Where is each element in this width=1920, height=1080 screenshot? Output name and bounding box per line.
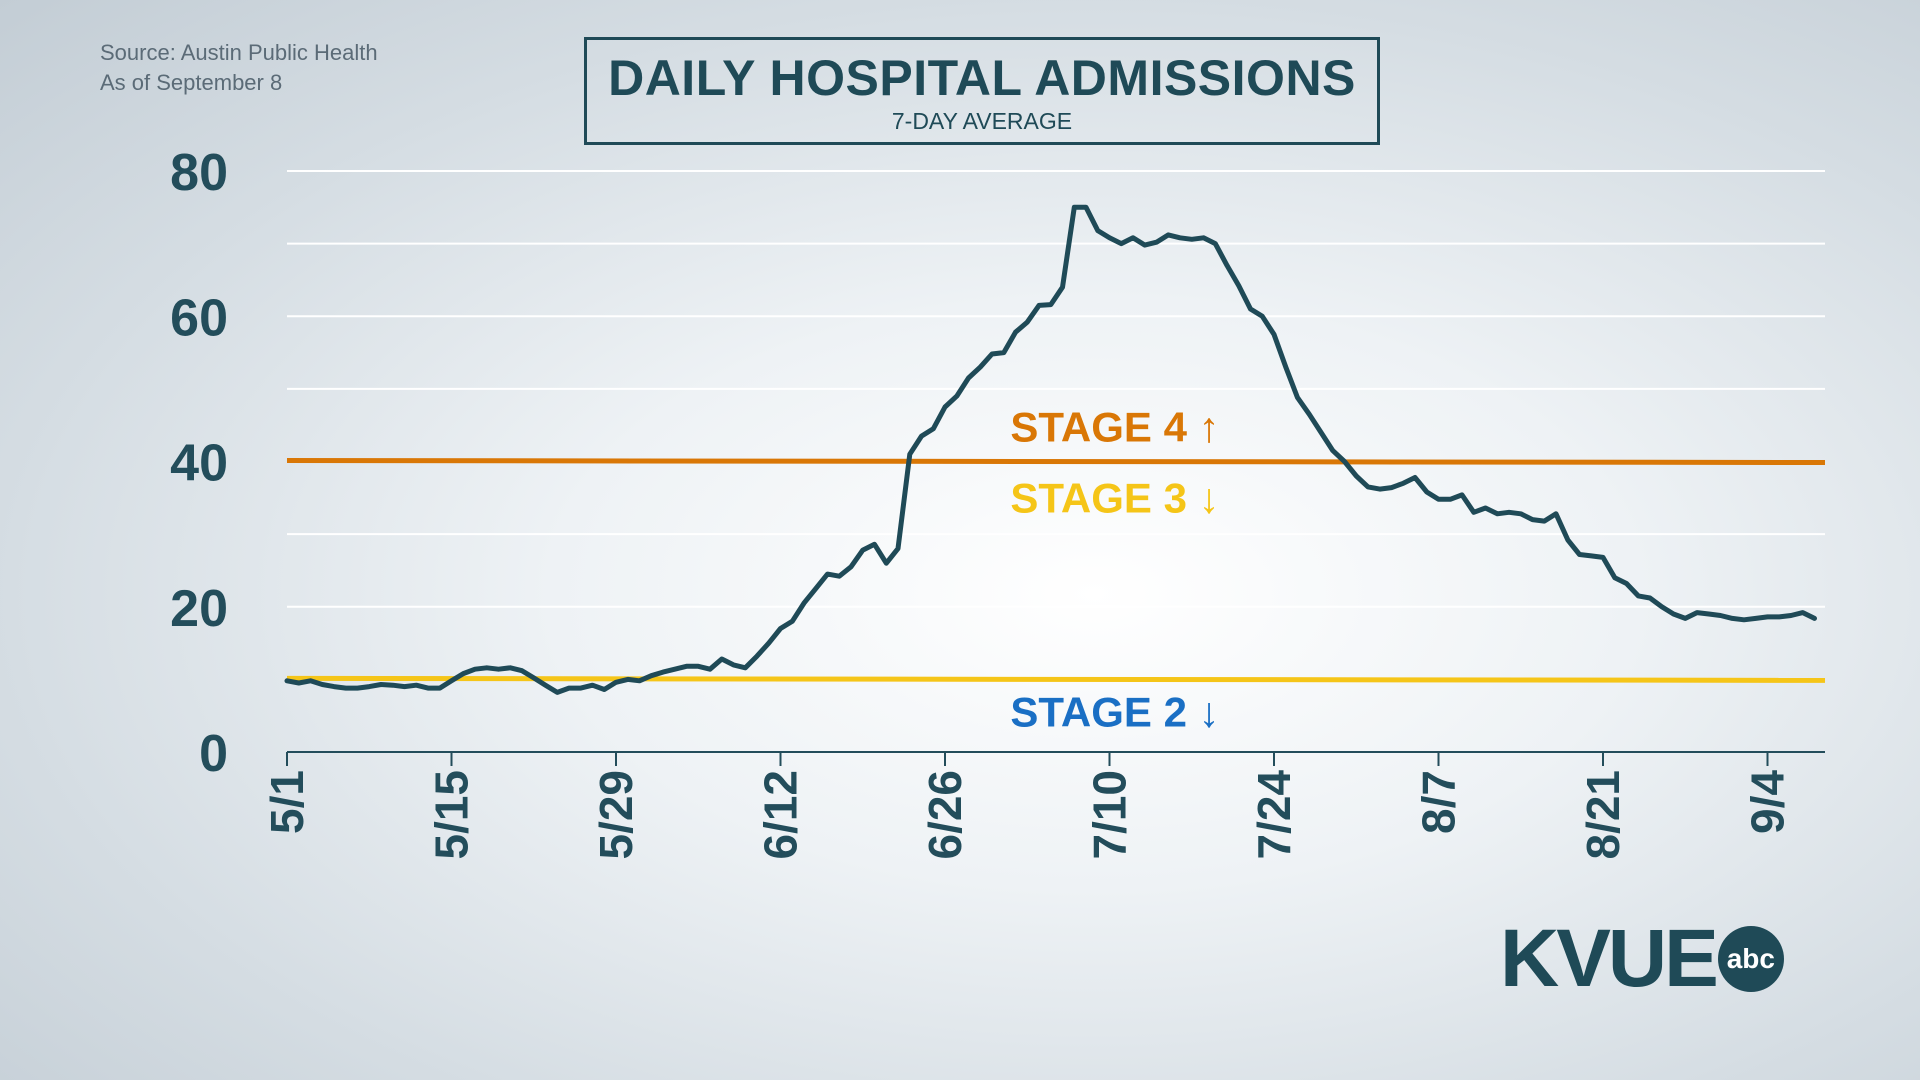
reference-lines xyxy=(286,458,1826,683)
stage-3-label: STAGE 3 ↓ xyxy=(1010,475,1219,522)
title-box: DAILY HOSPITAL ADMISSIONS 7-DAY AVERAGE xyxy=(584,37,1380,145)
y-tick-label: 40 xyxy=(170,435,228,493)
series-layer xyxy=(284,204,1817,695)
abc-badge: abc xyxy=(1717,926,1784,992)
chart-subtitle: 7-DAY AVERAGE xyxy=(891,108,1073,134)
x-tick-label: 7/10 xyxy=(1084,770,1136,860)
source-note: Source: Austin Public Health As of Septe… xyxy=(100,38,378,98)
y-axis-ticks: 0 20 40 60 80 xyxy=(170,144,228,783)
y-tick-label: 0 xyxy=(199,725,228,783)
as-of-line: As of September 8 xyxy=(100,70,283,95)
y-tick-label: 60 xyxy=(170,289,228,347)
y-tick-label: 80 xyxy=(170,144,228,202)
x-tick-label: 7/24 xyxy=(1248,770,1300,860)
x-tick-label: 8/7 xyxy=(1413,770,1465,834)
x-tick-label: 6/26 xyxy=(919,770,971,860)
source-line: Source: Austin Public Health xyxy=(100,40,378,65)
x-axis: 5/1 5/15 5/29 6/12 6/26 7/10 7/24 8/7 8/21 9/4 xyxy=(261,751,1825,860)
chart-title: DAILY HOSPITAL ADMISSIONS xyxy=(608,50,1356,106)
x-tick-label: 5/29 xyxy=(590,770,642,860)
y-tick-label: 20 xyxy=(170,580,228,638)
admissions-line xyxy=(284,204,1817,695)
x-tick-label: 9/4 xyxy=(1742,770,1794,834)
logo-text: KVUE xyxy=(1500,913,1719,1004)
kvue-logo: KVUE abc xyxy=(1500,918,1784,1000)
x-tick-label: 5/15 xyxy=(426,770,478,860)
stage-labels: STAGE 4 ↑ STAGE 3 ↓ STAGE 2 ↓ xyxy=(1010,404,1219,736)
stage-2-label: STAGE 2 ↓ xyxy=(1010,688,1219,735)
x-tick-label: 8/21 xyxy=(1577,770,1629,860)
x-tick-label: 5/1 xyxy=(261,770,313,834)
stage-4-label: STAGE 4 ↑ xyxy=(1010,404,1219,451)
stage-2-line xyxy=(286,675,1826,683)
stage-4-line xyxy=(286,458,1826,465)
x-tick-label: 6/12 xyxy=(755,770,807,860)
